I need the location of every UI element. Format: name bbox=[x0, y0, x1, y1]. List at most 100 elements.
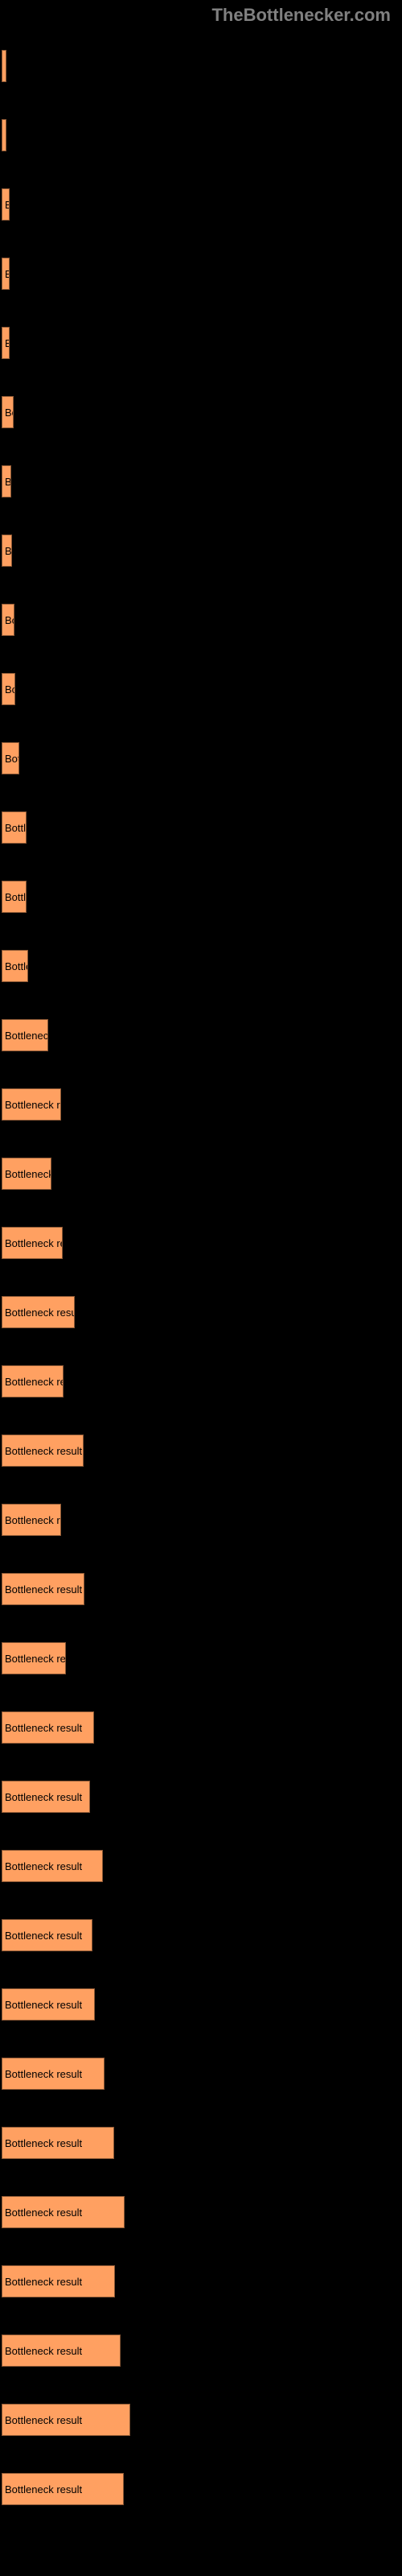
bar: Bottleneck result bbox=[2, 1711, 94, 1744]
bar-label: Bottleneck result bbox=[5, 476, 11, 488]
bar: Bottleneck result bbox=[2, 950, 28, 982]
bar-label: Bottleneck result bbox=[5, 683, 15, 696]
bar-label: Bottleneck result bbox=[5, 199, 10, 211]
bar-row: Bottleneck result bbox=[2, 172, 402, 242]
bar-row: Bottleneck result bbox=[2, 311, 402, 380]
bar-label: Bottleneck result bbox=[5, 130, 6, 142]
bar-row: Bottleneck result bbox=[2, 1141, 402, 1211]
bar-row: Bottleneck result bbox=[2, 657, 402, 726]
bar-label: Bottleneck result bbox=[5, 960, 28, 972]
bar: Bottleneck result bbox=[2, 1988, 95, 2021]
bar: Bottleneck result bbox=[2, 2196, 125, 2228]
bar-row: Bottleneck result bbox=[2, 2249, 402, 2318]
bar-row: Bottleneck result bbox=[2, 1765, 402, 1834]
bar-label: Bottleneck result bbox=[5, 1722, 82, 1734]
bars-container: Bottleneck result Bottleneck result Bottle… bbox=[2, 34, 402, 2526]
bar-row: Bottleneck result bbox=[2, 1695, 402, 1765]
bar-row: Bottleneck result bbox=[2, 103, 402, 172]
bar: Bottleneck result bbox=[2, 119, 6, 151]
bar-label: Bottleneck result bbox=[5, 2068, 82, 2080]
bar: Bottleneck result bbox=[2, 2334, 121, 2367]
bar: Bottleneck result bbox=[2, 1504, 61, 1536]
bar-label: Bottleneck result bbox=[5, 1445, 82, 1457]
bar-row: Bottleneck result bbox=[2, 242, 402, 311]
bar: Bottleneck result bbox=[2, 742, 19, 774]
bar-label: Bottleneck result bbox=[5, 1099, 61, 1111]
bar-row: Bottleneck result bbox=[2, 2318, 402, 2388]
bar-label: Bottleneck result bbox=[5, 1307, 75, 1319]
bar: Bottleneck result bbox=[2, 2404, 130, 2436]
bar: Bottleneck result bbox=[2, 258, 10, 290]
bar-row: Bottleneck result bbox=[2, 865, 402, 934]
bar-label: Bottleneck result bbox=[5, 2345, 82, 2357]
bar-row: Bottleneck result bbox=[2, 1903, 402, 1972]
bar: Bottleneck result bbox=[2, 1573, 84, 1605]
bar: Bottleneck result bbox=[2, 396, 14, 428]
bar-row: Bottleneck result bbox=[2, 1488, 402, 1557]
bar: Bottleneck result bbox=[2, 1227, 63, 1259]
bar-row: Bottleneck result bbox=[2, 1972, 402, 2041]
bar: Bottleneck result bbox=[2, 1850, 103, 1882]
bar-label: Bottleneck result bbox=[5, 2483, 82, 2496]
bar-row: Bottleneck result bbox=[2, 1349, 402, 1418]
bar-row: Bottleneck result bbox=[2, 518, 402, 588]
bar-row: Bottleneck result bbox=[2, 1834, 402, 1903]
bar-label: Bottleneck result bbox=[5, 60, 6, 72]
bar: Bottleneck result bbox=[2, 2058, 105, 2090]
bar-row: Bottleneck result bbox=[2, 934, 402, 1003]
bar: Bottleneck result bbox=[2, 1296, 75, 1328]
bar-row: Bottleneck result bbox=[2, 2457, 402, 2526]
bar-row: Bottleneck result bbox=[2, 588, 402, 657]
bar: Bottleneck result bbox=[2, 465, 11, 497]
bar-row: Bottleneck result bbox=[2, 795, 402, 865]
bar-row: Bottleneck result bbox=[2, 1626, 402, 1695]
bar-row: Bottleneck result bbox=[2, 1280, 402, 1349]
bar-label: Bottleneck result bbox=[5, 1583, 82, 1596]
bar-row: Bottleneck result bbox=[2, 2388, 402, 2457]
bar-label: Bottleneck result bbox=[5, 753, 19, 765]
bar: Bottleneck result bbox=[2, 2265, 115, 2297]
bar-row: Bottleneck result bbox=[2, 726, 402, 795]
bar: Bottleneck result bbox=[2, 1435, 84, 1467]
bar: Bottleneck result bbox=[2, 1019, 48, 1051]
bar: Bottleneck result bbox=[2, 1365, 64, 1397]
bar-row: Bottleneck result bbox=[2, 2111, 402, 2180]
bar: Bottleneck result bbox=[2, 881, 27, 913]
bar: Bottleneck result bbox=[2, 1158, 51, 1190]
bar-label: Bottleneck result bbox=[5, 614, 14, 626]
bar-label: Bottleneck result bbox=[5, 545, 12, 557]
bar-label: Bottleneck result bbox=[5, 1791, 82, 1803]
bar: Bottleneck result bbox=[2, 1642, 66, 1674]
bar-label: Bottleneck result bbox=[5, 1376, 64, 1388]
bar-row: Bottleneck result bbox=[2, 1072, 402, 1141]
bar-row: Bottleneck result bbox=[2, 1557, 402, 1626]
bar-row: Bottleneck result bbox=[2, 1211, 402, 1280]
bar-label: Bottleneck result bbox=[5, 822, 27, 834]
bar: Bottleneck result bbox=[2, 50, 6, 82]
bar-label: Bottleneck result bbox=[5, 1653, 66, 1665]
bar-label: Bottleneck result bbox=[5, 1860, 82, 1872]
bar-label: Bottleneck result bbox=[5, 337, 10, 349]
bar-label: Bottleneck result bbox=[5, 268, 10, 280]
bar: Bottleneck result bbox=[2, 327, 10, 359]
bar-label: Bottleneck result bbox=[5, 1030, 48, 1042]
bar: Bottleneck result bbox=[2, 811, 27, 844]
bar-label: Bottleneck result bbox=[5, 2207, 82, 2219]
bar: Bottleneck result bbox=[2, 604, 14, 636]
bar-label: Bottleneck result bbox=[5, 2276, 82, 2288]
bar-label: Bottleneck result bbox=[5, 1930, 82, 1942]
bar-label: Bottleneck result bbox=[5, 1999, 82, 2011]
bar: Bottleneck result bbox=[2, 1781, 90, 1813]
bar-label: Bottleneck result bbox=[5, 1237, 63, 1249]
bar-row: Bottleneck result bbox=[2, 380, 402, 449]
bar-label: Bottleneck result bbox=[5, 407, 14, 419]
bar: Bottleneck result bbox=[2, 673, 15, 705]
bar-row: Bottleneck result bbox=[2, 1418, 402, 1488]
bar: Bottleneck result bbox=[2, 535, 12, 567]
bar-row: Bottleneck result bbox=[2, 1003, 402, 1072]
bar-row: Bottleneck result bbox=[2, 449, 402, 518]
watermark-text: TheBottlenecker.com bbox=[0, 0, 402, 26]
bar-row: Bottleneck result bbox=[2, 2180, 402, 2249]
bar-row: Bottleneck result bbox=[2, 34, 402, 103]
bar-row: Bottleneck result bbox=[2, 2041, 402, 2111]
